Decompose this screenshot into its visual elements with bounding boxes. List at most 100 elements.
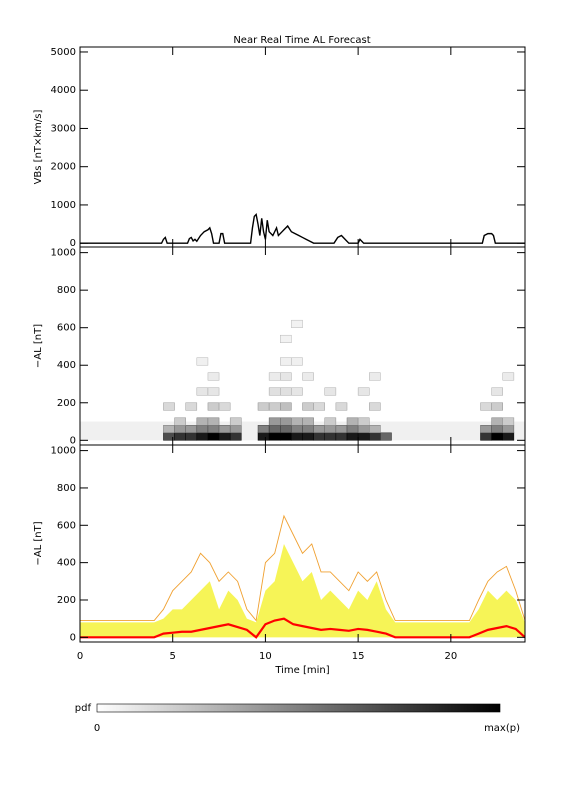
cell [268,402,281,411]
cell [480,432,492,441]
cell [280,402,292,411]
cell [369,372,381,381]
cell [280,432,292,441]
x-tick-label: 0 [77,651,83,662]
cell [380,432,392,441]
cell [207,417,220,426]
cell [291,319,303,328]
y-tick-label: 1000 [51,446,76,457]
y-tick-label: 200 [57,398,76,409]
cell [291,425,303,434]
cell [229,425,242,434]
cell [185,425,198,434]
y-tick-label: 0 [70,435,76,446]
cell [229,432,242,441]
cell [369,432,381,441]
cell [291,387,303,396]
cell [357,417,370,426]
y-axis-label: VBs [nT×km/s] [33,109,44,184]
cell [357,425,370,434]
x-axis-label: Time [min] [274,665,329,676]
x-tick-label: 10 [259,651,272,662]
cell [335,432,348,441]
cell [268,387,281,396]
cell [196,417,209,426]
cell [218,425,231,434]
cell [480,402,492,411]
y-tick-label: 1000 [51,248,76,259]
cell [207,432,220,441]
y-tick-label: 200 [57,595,76,606]
cell [357,432,370,441]
colorbar-min: 0 [94,723,100,734]
cell [357,387,370,396]
cell [291,357,303,366]
cell [491,432,503,441]
y-tick-label: 1000 [51,200,76,211]
chart-title: Near Real Time AL Forecast [233,35,370,46]
plot-area [80,213,525,244]
y-tick-label: 600 [57,323,76,334]
y-tick-label: 0 [70,632,76,643]
cell [313,402,325,411]
cell [491,387,503,396]
line [80,514,525,622]
cell [196,357,209,366]
cell [335,425,348,434]
cell [207,387,220,396]
y-axis-label: −AL [nT] [33,324,44,368]
cell [196,432,209,441]
cell [324,425,337,434]
cell [324,387,337,396]
cell [369,402,381,411]
cell [502,432,515,441]
cell [218,402,231,411]
cell [268,432,281,441]
cell [302,417,314,426]
cell [257,432,270,441]
cell [268,425,281,434]
y-tick-label: 600 [57,520,76,531]
cell [207,372,220,381]
cell [185,432,198,441]
cell [346,417,359,426]
cell [280,387,292,396]
cell [480,425,492,434]
cell [174,425,186,434]
y-tick-label: 5000 [51,47,76,58]
cell [302,425,314,434]
y-tick-label: 800 [57,285,76,296]
cell [174,432,186,441]
cell [491,425,503,434]
y-tick-label: 3000 [51,123,76,134]
y-tick-label: 4000 [51,85,76,96]
cell [335,402,348,411]
cell [196,387,209,396]
cell [185,402,198,411]
cell [174,417,186,426]
cell [280,334,292,343]
cell [502,372,515,381]
cell [291,432,303,441]
colorbar-max: max(p) [484,723,520,734]
cell [324,432,337,441]
cell [218,432,231,441]
cell [196,425,209,434]
cell [502,417,515,426]
plot-area [80,319,525,441]
cell [280,372,292,381]
cell [313,432,325,441]
cell [302,402,314,411]
cell [163,425,175,434]
y-tick-label: 800 [57,483,76,494]
axes-frame [79,444,526,643]
cell [280,417,292,426]
x-tick-label: 20 [444,651,457,662]
cell [491,402,503,411]
cell [207,402,220,411]
cell [324,417,337,426]
cell [207,425,220,434]
colorbar-label: pdf [75,703,92,714]
